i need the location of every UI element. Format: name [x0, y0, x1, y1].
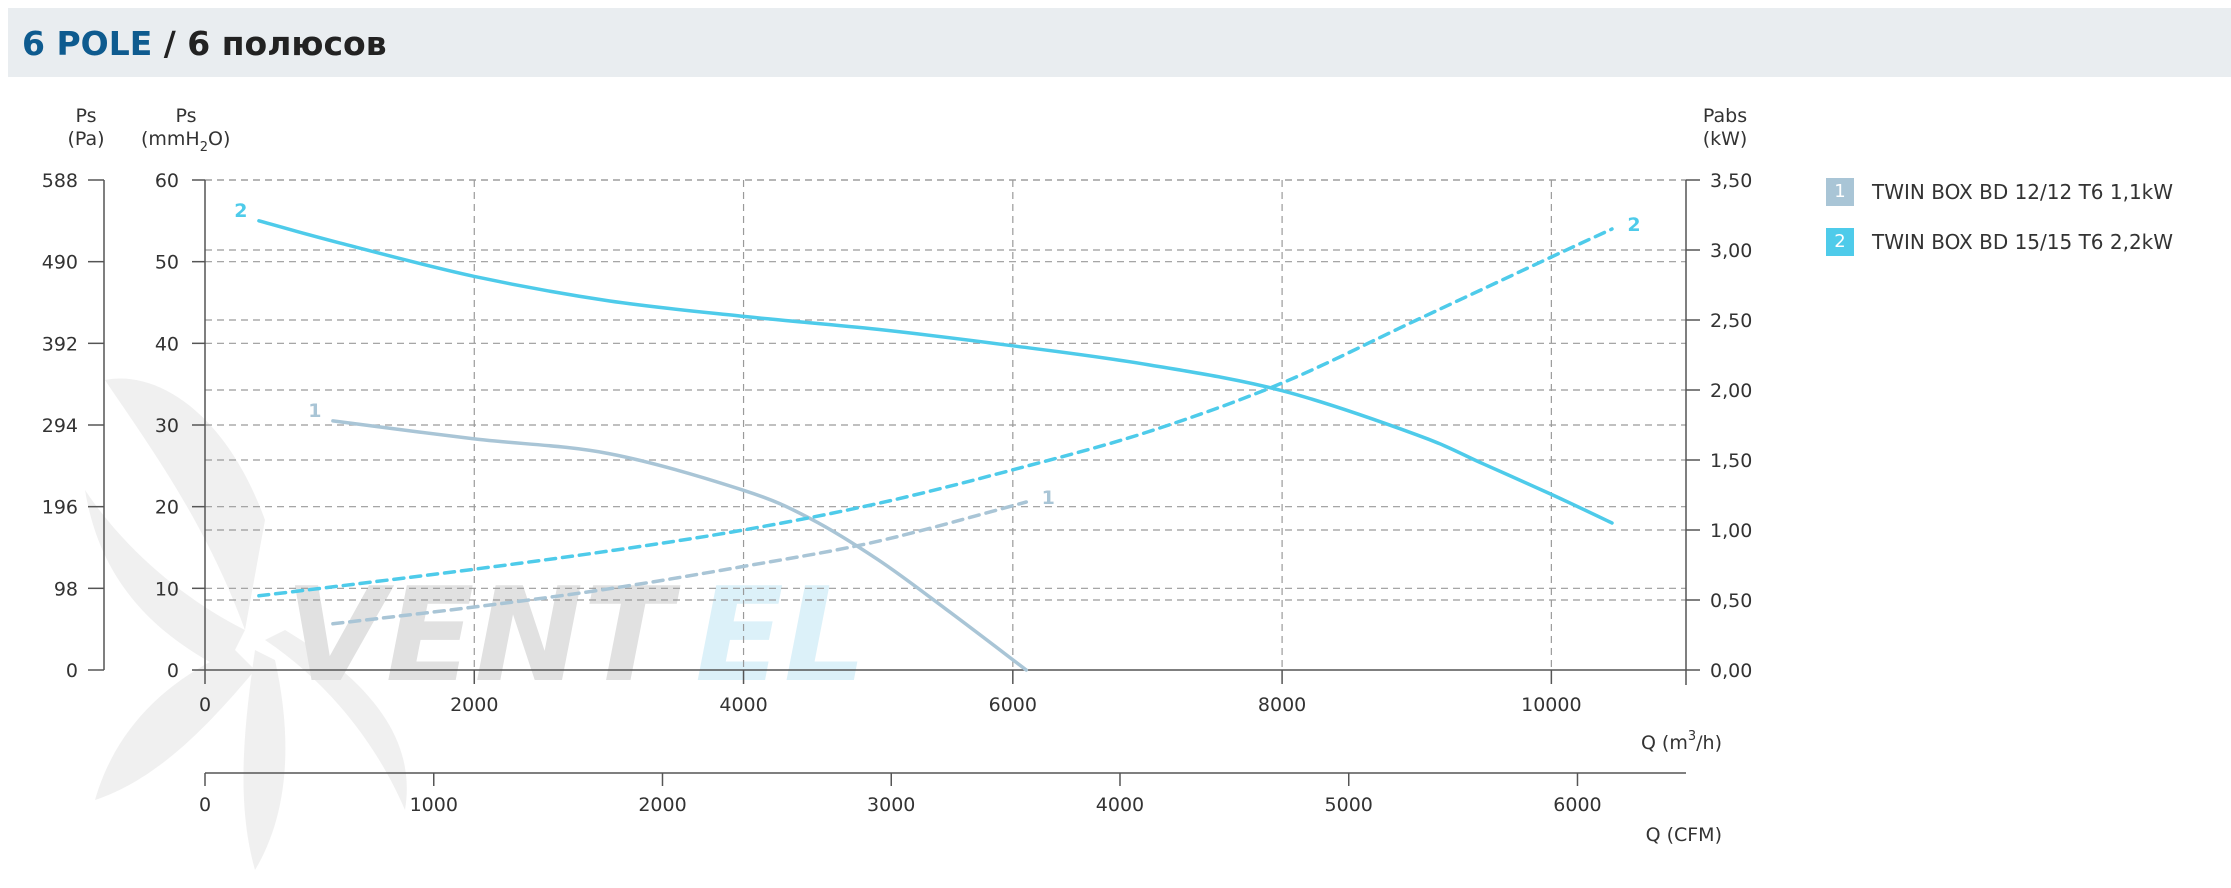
- series-label-pressure-2: 2: [234, 200, 247, 222]
- tick-label-pa: 294: [42, 415, 78, 437]
- tick-label-x: 2000: [450, 694, 498, 716]
- tick-label-kw: 1,50: [1710, 450, 1752, 472]
- tick-label-cfm: 2000: [638, 794, 686, 816]
- tick-label-pa: 98: [54, 578, 78, 600]
- tick-label-cfm: 4000: [1096, 794, 1144, 816]
- tick-label-x: 6000: [989, 694, 1037, 716]
- y-unit-pa: (Pa): [67, 128, 104, 150]
- tick-label-pa: 392: [42, 333, 78, 355]
- tick-label-kw: 2,00: [1710, 380, 1752, 402]
- x-title-cfm: Q (CFM): [1646, 824, 1722, 846]
- y-unit-mm-part1: (mmH: [141, 128, 200, 150]
- title-ru: 6 полюсов: [187, 24, 387, 63]
- page-title: 6 POLE / 6 полюсов: [22, 24, 387, 63]
- legend-swatch-2: 2: [1826, 228, 1854, 256]
- x-title-main-prefix: Q (m: [1641, 732, 1688, 754]
- tick-label-x: 4000: [719, 694, 767, 716]
- tick-label-kw: 3,00: [1710, 240, 1752, 262]
- x-title-main-suffix: /h): [1696, 732, 1722, 754]
- tick-label-mm: 20: [155, 497, 179, 519]
- tick-label-x: 8000: [1258, 694, 1306, 716]
- tick-label-kw: 0,00: [1710, 660, 1752, 682]
- tick-label-cfm: 6000: [1553, 794, 1601, 816]
- ventel-watermark-logo: VENT EL: [85, 378, 867, 870]
- tick-label-mm: 40: [155, 333, 179, 355]
- tick-label-pa: 588: [42, 170, 78, 192]
- title-en: 6 POLE: [22, 24, 153, 63]
- tick-label-mm: 60: [155, 170, 179, 192]
- tick-label-kw: 2,50: [1710, 310, 1752, 332]
- tick-label-cfm: 0: [199, 794, 211, 816]
- series-label-power-1: 1: [1042, 487, 1055, 509]
- legend-item-2: 2 TWIN BOX BD 15/15 T6 2,2kW: [1826, 228, 2226, 258]
- x-title-main-sup: 3: [1688, 729, 1696, 744]
- watermark-brand-vent: VENT: [285, 559, 681, 711]
- series-label-power-2: 2: [1627, 214, 1640, 236]
- series-pressure-2: [257, 219, 1614, 525]
- tick-label-pa: 0: [66, 660, 78, 682]
- y-unit-mm: (mmH2O): [141, 128, 230, 155]
- title-separator: /: [152, 24, 188, 63]
- x-title-main: Q (m3/h): [1641, 729, 1722, 754]
- series-pressure-1: [331, 419, 1029, 672]
- header-bar: 6 POLE / 6 полюсов: [8, 8, 2231, 77]
- legend-swatch-1: 1: [1826, 178, 1854, 206]
- y-unit-mm-sub: 2: [200, 140, 208, 155]
- tick-label-mm: 30: [155, 415, 179, 437]
- y-title-pa: Ps: [75, 105, 96, 127]
- tick-label-pa: 196: [42, 497, 78, 519]
- tick-label-cfm: 5000: [1325, 794, 1373, 816]
- tick-label-pa: 490: [42, 252, 78, 274]
- legend-label-1: TWIN BOX BD 12/12 T6 1,1kW: [1872, 180, 2174, 204]
- series-power-2: [257, 227, 1614, 598]
- tick-label-kw: 3,50: [1710, 170, 1752, 192]
- y-unit-kw: (kW): [1703, 128, 1748, 150]
- series-power-1: [331, 500, 1029, 626]
- series-label-pressure-1: 1: [308, 400, 321, 422]
- tick-label-kw: 0,50: [1710, 590, 1752, 612]
- y-title-kw: Pabs: [1703, 105, 1747, 127]
- y-title-mm: Ps: [175, 105, 196, 127]
- tick-label-x: 0: [199, 694, 211, 716]
- watermark-brand-el: EL: [695, 559, 867, 711]
- tick-label-mm: 50: [155, 252, 179, 274]
- tick-label-cfm: 3000: [867, 794, 915, 816]
- tick-label-kw: 1,00: [1710, 520, 1752, 542]
- tick-label-mm: 10: [155, 578, 179, 600]
- legend-label-2: TWIN BOX BD 15/15 T6 2,2kW: [1872, 230, 2174, 254]
- tick-label-cfm: 1000: [410, 794, 458, 816]
- tick-label-mm: 0: [167, 660, 179, 682]
- legend-item-1: 1 TWIN BOX BD 12/12 T6 1,1kW: [1826, 178, 2226, 208]
- tick-label-x: 10000: [1521, 694, 1581, 716]
- y-unit-mm-part2: O): [208, 128, 230, 150]
